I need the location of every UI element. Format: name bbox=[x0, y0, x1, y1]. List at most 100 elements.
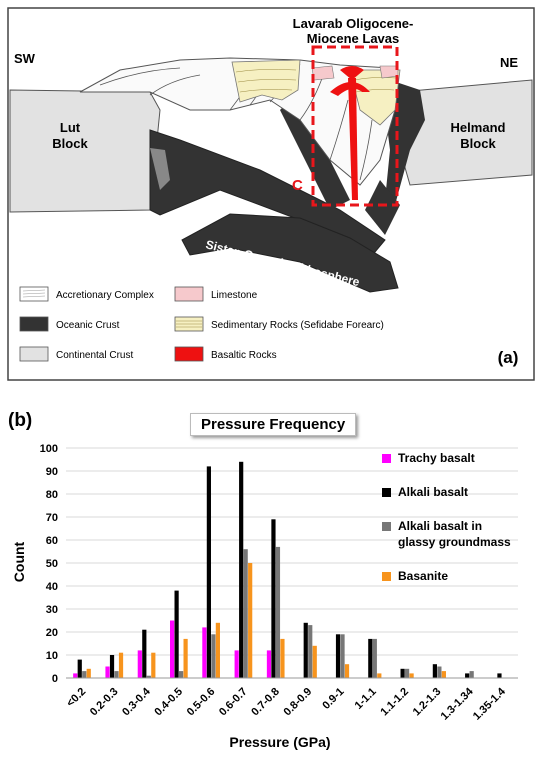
panel-b-label: (b) bbox=[8, 410, 33, 431]
bar-alkali-basalt-in-glassy-groundmass bbox=[469, 671, 474, 678]
x-tick-label: 1.1-1.2 bbox=[378, 686, 411, 719]
y-tick-label: 30 bbox=[46, 604, 58, 616]
lut-block-shape bbox=[9, 89, 161, 213]
y-tick-label: 100 bbox=[40, 443, 58, 455]
bar-basanite bbox=[377, 673, 382, 678]
bar-alkali-basalt-in-glassy-groundmass bbox=[82, 671, 87, 678]
pressure-frequency-chart: 0 10 20 30 40 50 60 70 80 90 100 <0.2 0.2-0.3 0.3-0.4… bbox=[11, 443, 518, 750]
bar-basanite bbox=[280, 638, 285, 678]
legend-label: Accretionary Complex bbox=[56, 290, 154, 301]
bar-alkali-basalt bbox=[271, 519, 276, 678]
cross-section-panel: SW NE Lavarab Oligocene- Miocene Lavas L… bbox=[7, 7, 535, 381]
bar-basanite bbox=[409, 673, 414, 678]
y-axis-label: Count bbox=[11, 541, 27, 582]
legend-swatch bbox=[174, 286, 204, 302]
bar-trachy-basalt bbox=[234, 650, 239, 678]
bar-alkali-basalt bbox=[465, 673, 470, 678]
bar-alkali-basalt-in-glassy-groundmass bbox=[405, 668, 410, 678]
bar-trachy-basalt bbox=[105, 666, 110, 678]
grid-lines bbox=[66, 447, 518, 679]
basaltic-rocks-shape bbox=[348, 78, 358, 200]
bar-basanite bbox=[312, 645, 317, 678]
x-tick-label: 0.5-0.6 bbox=[185, 686, 218, 719]
lut-block-label-line2: Block bbox=[52, 136, 88, 151]
bar-alkali-basalt bbox=[335, 634, 341, 678]
legend-label: Continental Crust bbox=[56, 350, 133, 361]
bar-alkali-basalt-in-glassy-groundmass bbox=[211, 634, 216, 678]
bar-basanite bbox=[86, 668, 91, 678]
bar-alkali-basalt-in-glassy-groundmass bbox=[114, 671, 119, 678]
orientation-ne-label: NE bbox=[500, 55, 518, 70]
basaltic-rocks-shape bbox=[340, 66, 364, 80]
legend-swatch bbox=[19, 316, 49, 332]
bar-alkali-basalt bbox=[142, 629, 147, 678]
bar-alkali-basalt bbox=[174, 590, 179, 678]
bar-alkali-basalt bbox=[109, 655, 115, 678]
bar-basanite bbox=[118, 652, 124, 678]
legend-swatch bbox=[382, 572, 391, 581]
continental-crust-shape bbox=[150, 148, 170, 190]
bar-alkali-basalt bbox=[432, 664, 437, 678]
bar-alkali-basalt-in-glassy-groundmass bbox=[308, 625, 313, 678]
x-tick-label: <0.2 bbox=[64, 686, 88, 710]
legend-label: Basanite bbox=[398, 569, 448, 583]
bar-alkali-basalt-in-glassy-groundmass bbox=[340, 634, 345, 678]
bar-alkali-basalt bbox=[368, 638, 373, 678]
bar-alkali-basalt bbox=[77, 659, 82, 678]
legend-label: Sedimentary Rocks (Sefidabe Forearc) bbox=[211, 320, 384, 331]
helmand-block-label-line1: Helmand bbox=[451, 120, 506, 135]
oceanic-crust-shape bbox=[280, 100, 350, 210]
helmand-block-label-line2: Block bbox=[460, 136, 496, 151]
legend-hatch bbox=[22, 295, 46, 298]
legend-swatch bbox=[174, 346, 204, 362]
legend-label: Alkali basalt bbox=[398, 485, 468, 499]
bar-alkali-basalt-in-glassy-groundmass bbox=[243, 549, 248, 678]
bar-trachy-basalt bbox=[137, 650, 142, 678]
bar-alkali-basalt bbox=[400, 668, 405, 678]
legend-label: Limestone bbox=[211, 290, 258, 301]
bar-alkali-basalt-in-glassy-groundmass bbox=[179, 671, 184, 678]
legend-swatch bbox=[19, 286, 49, 302]
bar-basanite bbox=[183, 638, 188, 678]
y-tick-label: 10 bbox=[46, 650, 58, 662]
c-marker-label: C bbox=[292, 177, 303, 194]
lut-block-label-line1: Lut bbox=[60, 120, 81, 135]
bar-trachy-basalt bbox=[266, 650, 272, 678]
oceanic-crust-shape bbox=[181, 213, 399, 293]
limestone-shape bbox=[379, 65, 399, 79]
panel-a-label: (a) bbox=[498, 348, 519, 367]
y-tick-label: 80 bbox=[46, 489, 58, 501]
x-tick-label: 0.8-0.9 bbox=[282, 686, 315, 719]
bar-trachy-basalt bbox=[202, 627, 207, 678]
x-axis-label: Pressure (GPa) bbox=[229, 734, 330, 750]
bar-trachy-basalt bbox=[73, 673, 78, 678]
lavarab-title-line1: Lavarab Oligocene- bbox=[293, 16, 414, 31]
bars bbox=[73, 461, 502, 678]
legend-hatch bbox=[22, 292, 46, 295]
y-tick-label: 20 bbox=[46, 627, 58, 639]
legend-label: Trachy basalt bbox=[398, 451, 475, 465]
x-tick-label: 0.7-0.8 bbox=[249, 686, 282, 719]
bar-alkali-basalt-in-glassy-groundmass bbox=[146, 675, 151, 678]
orientation-sw-label: SW bbox=[14, 51, 36, 66]
bar-alkali-basalt bbox=[206, 466, 211, 678]
bar-alkali-basalt-in-glassy-groundmass bbox=[275, 546, 281, 678]
bar-basanite bbox=[151, 652, 156, 678]
y-tick-label: 0 bbox=[52, 673, 58, 685]
bar-basanite bbox=[441, 671, 446, 678]
bar-alkali-basalt bbox=[303, 622, 308, 678]
bar-alkali-basalt bbox=[497, 673, 502, 678]
bar-basanite bbox=[248, 563, 253, 678]
x-tick-label: 1.3-1.34 bbox=[439, 685, 477, 723]
x-tick-label: 1.35-1.4 bbox=[471, 685, 509, 723]
legend-label: Alkali basalt in glassy groundmass bbox=[398, 519, 511, 549]
x-tick-label: 0.6-0.7 bbox=[217, 686, 250, 719]
study-area-box bbox=[311, 45, 399, 207]
chart-legend: Trachy basalt Alkali basalt Alkali basalt … bbox=[382, 451, 511, 583]
limestone-shape bbox=[311, 65, 335, 81]
bar-alkali-basalt-in-glassy-groundmass bbox=[437, 666, 442, 678]
x-tick-label: 0.3-0.4 bbox=[120, 685, 153, 718]
basaltic-rocks-shape bbox=[330, 82, 370, 96]
geology-legend: Accretionary Complex Limestone Oceanic Cru… bbox=[19, 286, 384, 362]
x-tick-label: 1-1.1 bbox=[353, 686, 379, 712]
